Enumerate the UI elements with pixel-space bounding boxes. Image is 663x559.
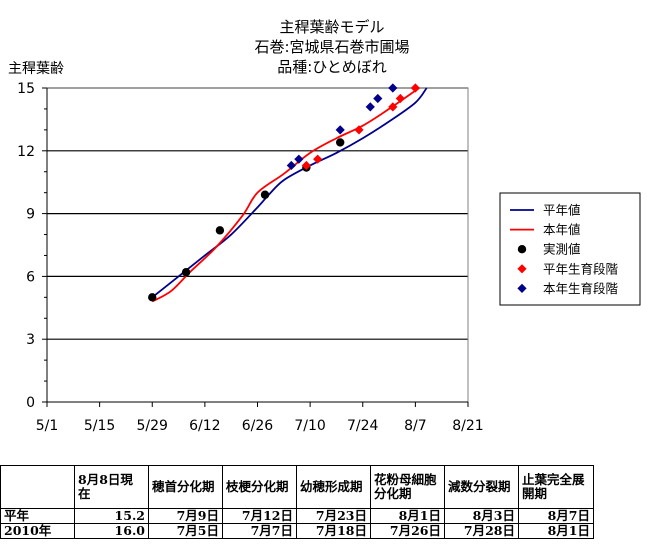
table-cell: 7月28日 — [444, 523, 519, 539]
legend-swatch — [517, 283, 527, 293]
table-header-cell: 8月8日現在 — [74, 465, 149, 509]
legend-label: 実測値 — [543, 242, 581, 257]
growth-stage-table: 8月8日現在 穂首分化期 枝梗分化期 幼穂形成期 花粉母細胞分化期 減数分裂期 … — [0, 465, 594, 539]
table-cell: 7月5日 — [148, 523, 223, 539]
data-point — [148, 293, 157, 302]
data-point — [301, 160, 311, 171]
x-tick-label: 7/10 — [294, 418, 325, 434]
y-tick-label: 12 — [17, 144, 35, 160]
table-header-cell: 花粉母細胞分化期 — [370, 465, 445, 509]
table-cell: 7月12日 — [222, 508, 297, 524]
table-cell: 7月9日 — [148, 508, 223, 524]
series-line-0 — [151, 87, 428, 299]
chart-title-line: 主稈葉齢モデル — [279, 18, 384, 36]
table-cell: 7月7日 — [222, 523, 297, 539]
x-tick-labels: 5/1 5/15 5/29 6/12 6/26 7/10 7/24 8/7 8/21 — [36, 418, 484, 434]
axes — [42, 87, 469, 407]
table-header-cell: 減数分裂期 — [444, 465, 519, 509]
y-tick-label: 0 — [26, 395, 35, 411]
y-tick-labels: 0 3 6 9 12 15 — [17, 81, 35, 411]
data-point — [260, 190, 270, 199]
legend-swatch — [517, 245, 527, 254]
data-point — [181, 268, 191, 277]
data-point — [294, 154, 304, 164]
x-tick-label: 6/12 — [189, 418, 220, 434]
table-header-cell: 穂首分化期 — [148, 465, 223, 509]
legend-label: 平年値 — [543, 203, 581, 218]
chart-title-line: 品種:ひとめぼれ — [277, 58, 387, 76]
table-cell: 8月7日 — [518, 508, 594, 524]
table-header-cell: 枝梗分化期 — [222, 465, 297, 509]
table-cell: 15.2 — [74, 508, 149, 524]
x-tick-label: 5/15 — [84, 418, 115, 434]
table-header-cell: 止葉完全展開期 — [518, 465, 594, 509]
legend-label: 本年値 — [543, 222, 581, 237]
legend-label: 本年生育段階 — [543, 281, 619, 296]
table-cell: 8月1日 — [518, 523, 594, 539]
data-point — [335, 125, 345, 135]
data-point — [410, 83, 420, 93]
data-point — [365, 102, 375, 112]
series-markers — [148, 83, 420, 302]
data-point — [286, 160, 296, 171]
x-tick-label: 5/29 — [137, 418, 168, 434]
legend-swatch — [517, 264, 527, 274]
table-header-cell — [0, 465, 75, 509]
chart-title-line: 石巻:宮城県石巻市圃場 — [254, 38, 409, 56]
table-cell: 7月23日 — [296, 508, 371, 524]
table-cell: 8月1日 — [370, 508, 445, 524]
y-tick-label: 6 — [26, 269, 35, 285]
data-point — [335, 138, 345, 147]
data-point — [388, 102, 398, 112]
x-tick-label: 8/21 — [452, 418, 483, 434]
plot-area — [47, 88, 468, 402]
table-cell: 7月18日 — [296, 523, 371, 539]
x-tick-label: 7/24 — [347, 418, 379, 434]
y-tick-label: 3 — [26, 332, 35, 348]
x-tick-label: 5/1 — [36, 418, 59, 434]
data-point — [354, 125, 364, 135]
x-tick-label: 6/26 — [242, 418, 274, 434]
table-cell: 8月3日 — [444, 508, 519, 524]
y-axis-label: 主稈葉齢 — [8, 61, 64, 77]
data-point — [395, 93, 405, 104]
table-header-cell: 幼穂形成期 — [296, 465, 371, 509]
y-tick-label: 9 — [26, 207, 35, 223]
table-cell: 7月26日 — [370, 523, 445, 539]
y-tick-label: 15 — [17, 81, 35, 97]
table-row-label: 2010年 — [0, 523, 75, 539]
table-cell: 16.0 — [74, 523, 149, 539]
table-row: 2010年 16.0 7月5日 7月7日 7月18日 7月26日 7月28日 8… — [0, 523, 594, 539]
table-header-row: 8月8日現在 穂首分化期 枝梗分化期 幼穂形成期 花粉母細胞分化期 減数分裂期 … — [0, 465, 594, 509]
data-point — [215, 226, 225, 235]
legend-label: 平年生育段階 — [543, 261, 619, 276]
x-tick-label: 8/7 — [404, 418, 427, 434]
data-point — [388, 83, 398, 93]
table-row: 平年 15.2 7月9日 7月12日 7月23日 8月1日 8月3日 8月7日 — [0, 508, 594, 524]
table-row-label: 平年 — [0, 508, 75, 524]
data-point — [313, 154, 323, 164]
data-point — [373, 93, 383, 104]
